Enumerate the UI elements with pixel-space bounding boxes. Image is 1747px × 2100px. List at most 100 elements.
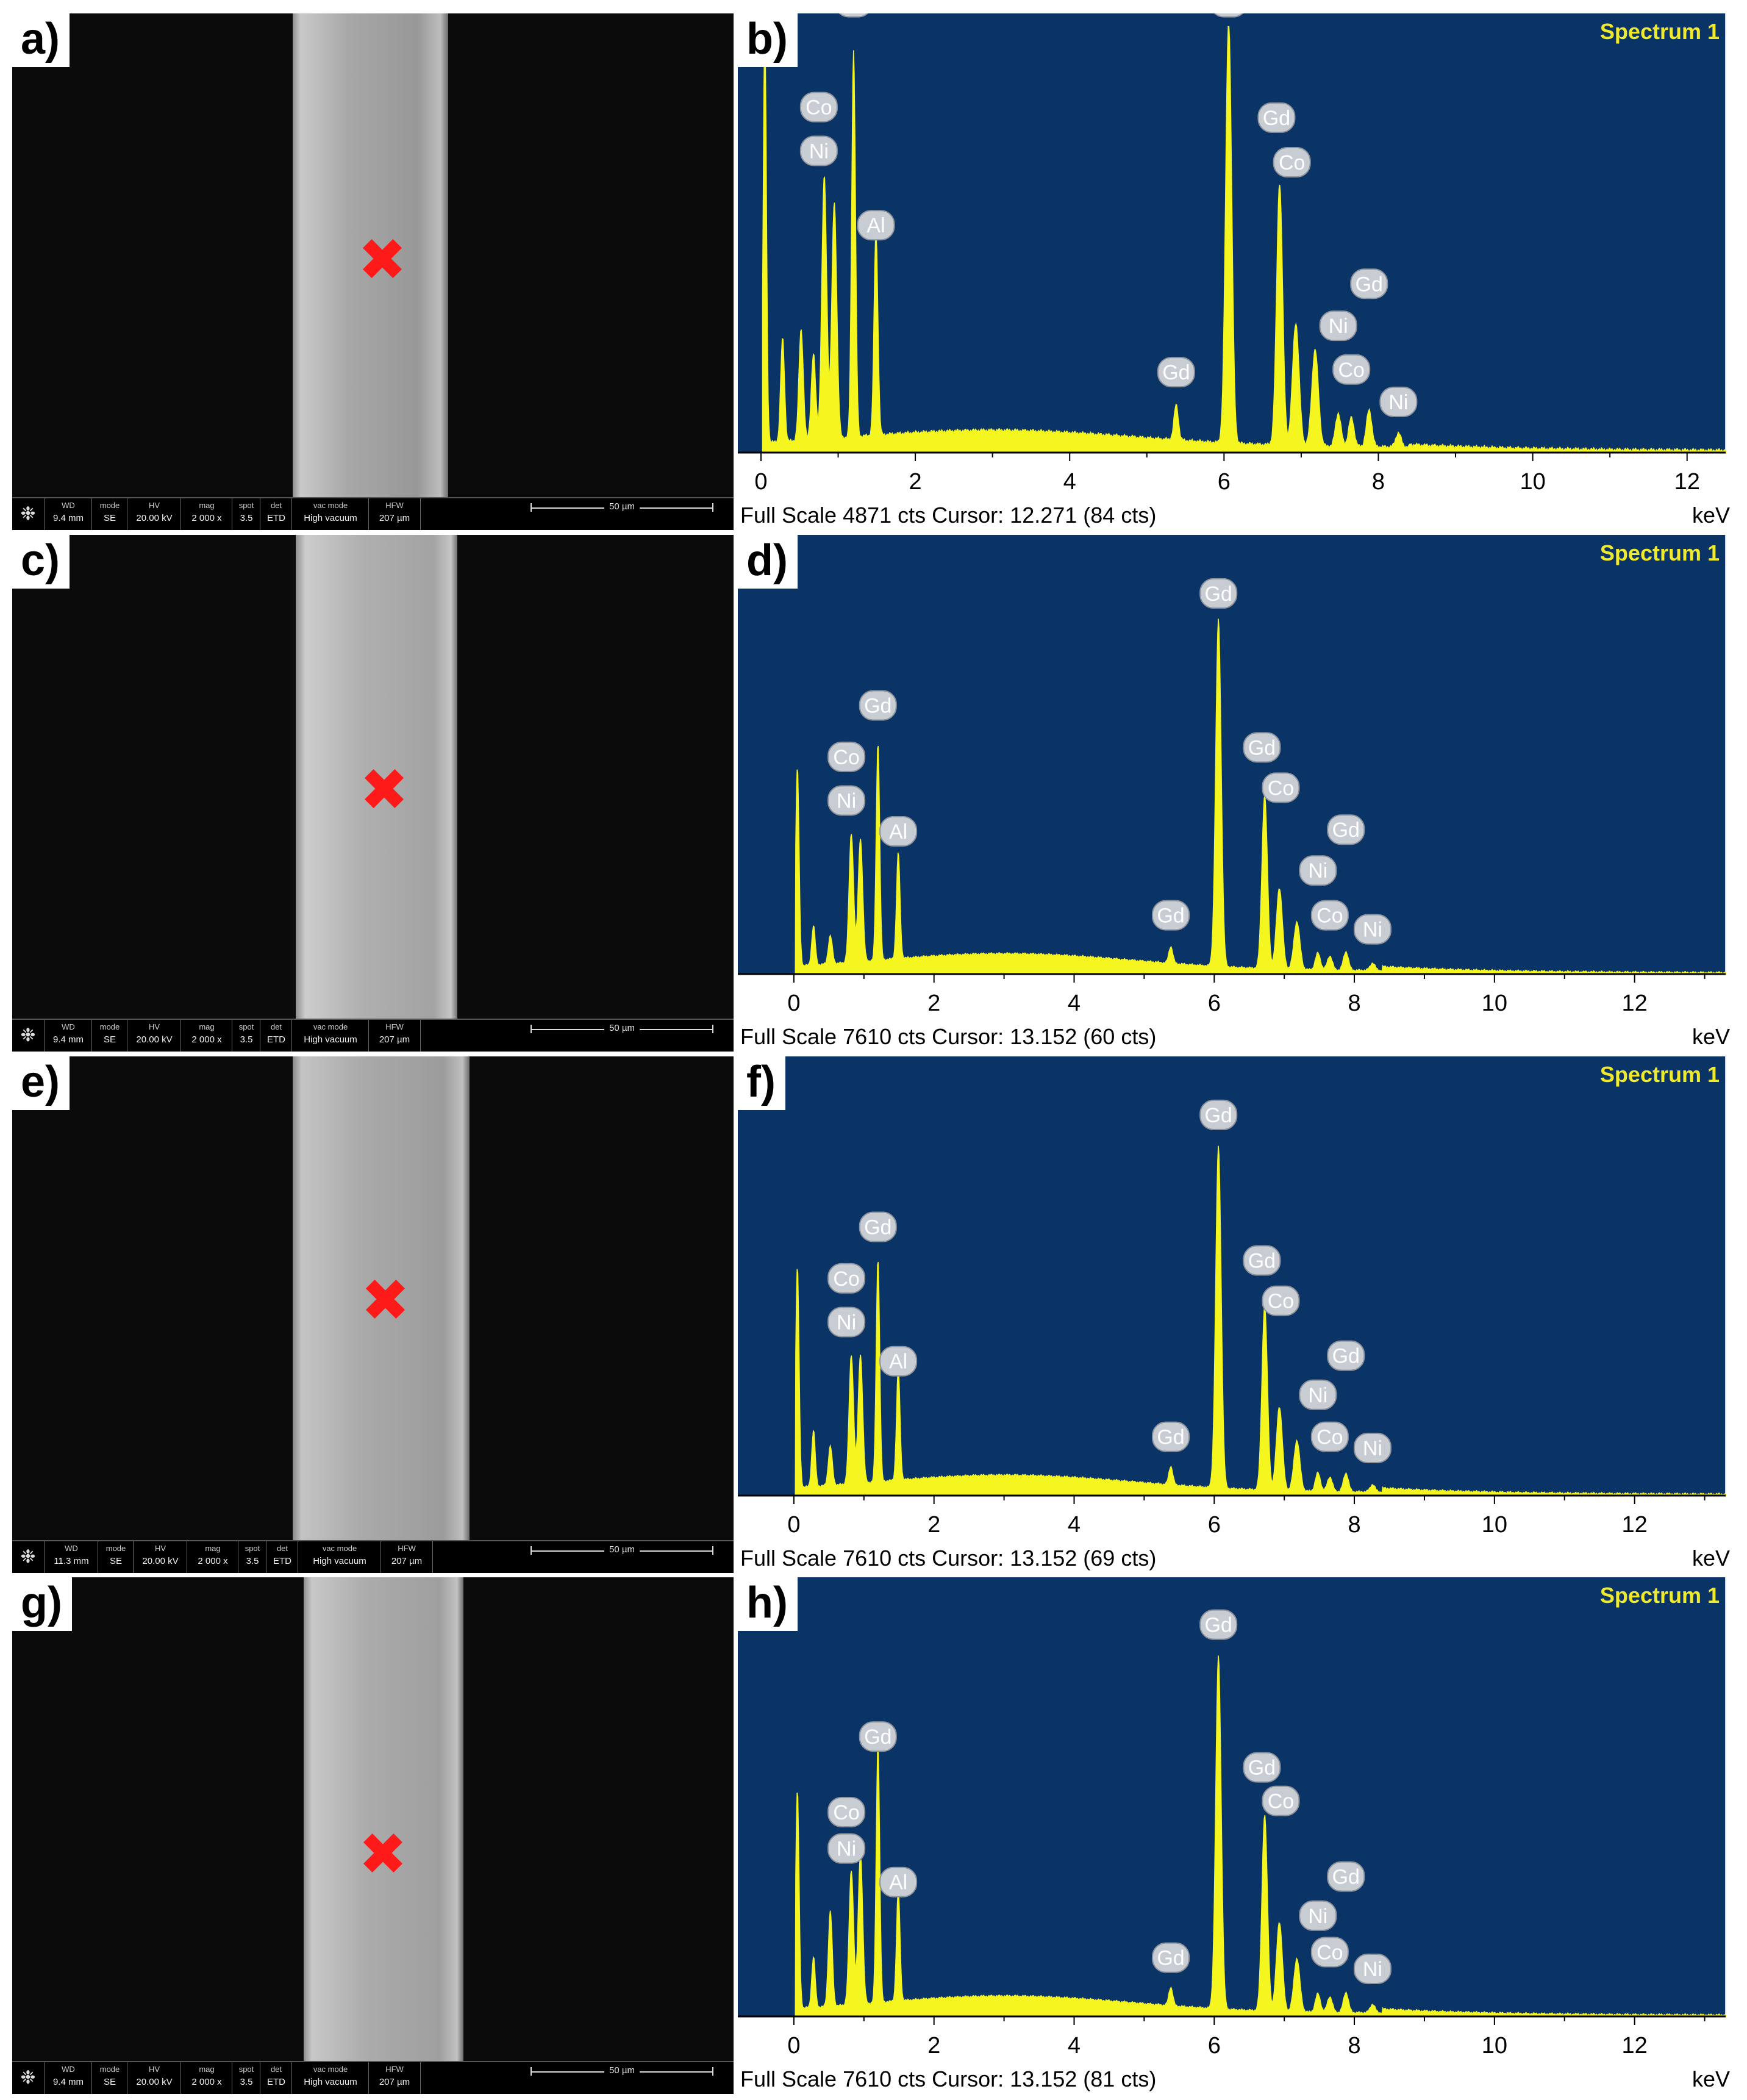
mag-value: 2 000 x [191,2077,222,2087]
sem-databar: ❉ WD 9.4 mm mode SE HV 20.00 kV mag 2 000 x … [12,1019,734,1052]
x-tick-label: 0 [787,2033,800,2059]
spectrum-area [795,1655,1726,2017]
hv-header: HV [148,1022,160,1031]
element-badge-label: Co [1317,1941,1343,1964]
element-badge-shape [827,741,866,772]
spot-value: 3.5 [246,1556,259,1566]
x-tick-label: 4 [1068,1512,1081,1538]
x-tick-label: 6 [1208,991,1221,1016]
wd-header: WD [62,501,75,510]
measurement-marker: ✖ [357,226,407,294]
hv-header: HV [148,501,160,510]
element-badge-label: Gd [864,1216,891,1239]
element-badge-label: Co [1279,151,1305,174]
wd-value: 9.4 mm [52,513,84,523]
element-badge-ni: Ni [1299,1900,1337,1931]
element-badge-label: Gd [1157,1947,1184,1970]
element-badge-gd: Gd [838,13,868,18]
element-badge-shape [859,1211,897,1242]
element-badge-al: Al [879,815,918,847]
element-badge-shape [1350,268,1388,299]
mode-value: SE [109,1556,122,1566]
spot-value: 3.5 [240,2077,253,2087]
element-badge-label: Ni [809,140,829,163]
element-badge-shape [799,91,838,123]
fei-logo-icon: ❉ [20,504,36,524]
spot-header: spot [238,1022,254,1031]
element-badge-label: Co [833,1801,859,1824]
x-tick-label: 4 [1068,991,1081,1016]
x-tick-label: 8 [1372,469,1385,495]
hv-value: 20.00 kV [136,513,173,523]
element-badge-co: Co [1310,1421,1349,1452]
element-badge-shape [859,690,897,721]
element-badge-shape [1327,1861,1365,1892]
element-badge-shape [827,1797,866,1828]
element-badge-shape [1152,900,1190,931]
x-tick-label: 2 [909,469,922,495]
element-badge-shape [799,135,838,167]
mag-value: 2 000 x [191,513,222,523]
eds-spectrum-chart: 0 2 4 6 8 10 12 Full Scale 7610 cts Cursor: 13.… [738,535,1730,1049]
element-badge-label: Gd [1332,819,1360,842]
element-badge-shape [1319,310,1357,342]
wd-value: 11.3 mm [54,1556,89,1566]
mode-value: SE [103,1034,116,1045]
det-header: det [276,1544,288,1553]
hfw-header: HFW [385,1022,404,1031]
det-header: det [270,2065,282,2074]
element-badge-ni: Ni [1353,1953,1392,1984]
element-badge-gd: Gd [1243,732,1281,763]
element-badge-shape [827,1833,866,1864]
element-badge-gd: Gd [859,690,897,721]
element-badge-co: Co [799,91,838,123]
spot-value: 3.5 [240,513,253,523]
x-tick-label: 12 [1621,991,1647,1016]
hfw-value: 207 µm [379,513,410,523]
element-badge-label: Gd [1157,1426,1184,1449]
det-header: det [270,501,282,510]
eds-panel-b: 0 2 4 6 8 10 12 Full Scale 4871 cts Cursor: 12.… [738,13,1735,530]
element-badge-gd: Gd [1152,1942,1190,1973]
x-tick-label: 12 [1621,1512,1647,1538]
footer-text: Full Scale 7610 cts Cursor: 13.152 (60 c… [740,1024,1156,1049]
element-badge-gd: Gd [1327,814,1365,845]
panel-label: b) [738,13,798,67]
x-tick-label: 8 [1348,991,1360,1016]
vac-value: High vacuum [313,1556,366,1566]
element-badge-label: Al [889,1871,907,1894]
mag-header: mag [199,1022,215,1031]
element-badge-gd: Gd [1199,1609,1238,1640]
hv-header: HV [148,2065,160,2074]
element-badge-label: Gd [1332,1866,1360,1889]
det-value: ETD [267,1034,285,1045]
x-tick-label: 2 [927,2033,940,2059]
wd-value: 9.4 mm [52,2077,84,2087]
panel-label: e) [12,1056,70,1110]
mag-header: mag [199,501,215,510]
element-badge-gd: Gd [1152,1421,1190,1452]
element-badge-shape [1353,1953,1392,1984]
element-badge-gd: Gd [859,1721,897,1752]
vac-header: vac mode [313,1022,348,1031]
element-badge-gd: Gd [1199,1099,1238,1130]
x-tick-label: 10 [1520,469,1545,495]
element-badge-co: Co [827,1797,866,1828]
measurement-marker: ✖ [360,1266,410,1335]
det-value: ETD [273,1556,291,1566]
element-badge-label: Gd [840,13,867,15]
mode-header: mode [99,2065,120,2074]
element-badge-gd: Gd [1157,357,1195,388]
element-badge-shape [1327,814,1365,845]
x-tick-label: 4 [1063,469,1076,495]
spectrum-area [762,26,1726,453]
element-badge-gd: Gd [1350,268,1388,299]
element-badge-shape [879,815,918,847]
element-badge-shape [1353,914,1392,945]
spot-header: spot [238,501,254,510]
element-badge-ni: Ni [799,135,838,167]
element-badge-label: Ni [837,1311,856,1335]
element-badge-gd: Gd [1327,1861,1365,1892]
element-badge-label: Ni [837,1838,856,1861]
element-badge-co: Co [827,741,866,772]
